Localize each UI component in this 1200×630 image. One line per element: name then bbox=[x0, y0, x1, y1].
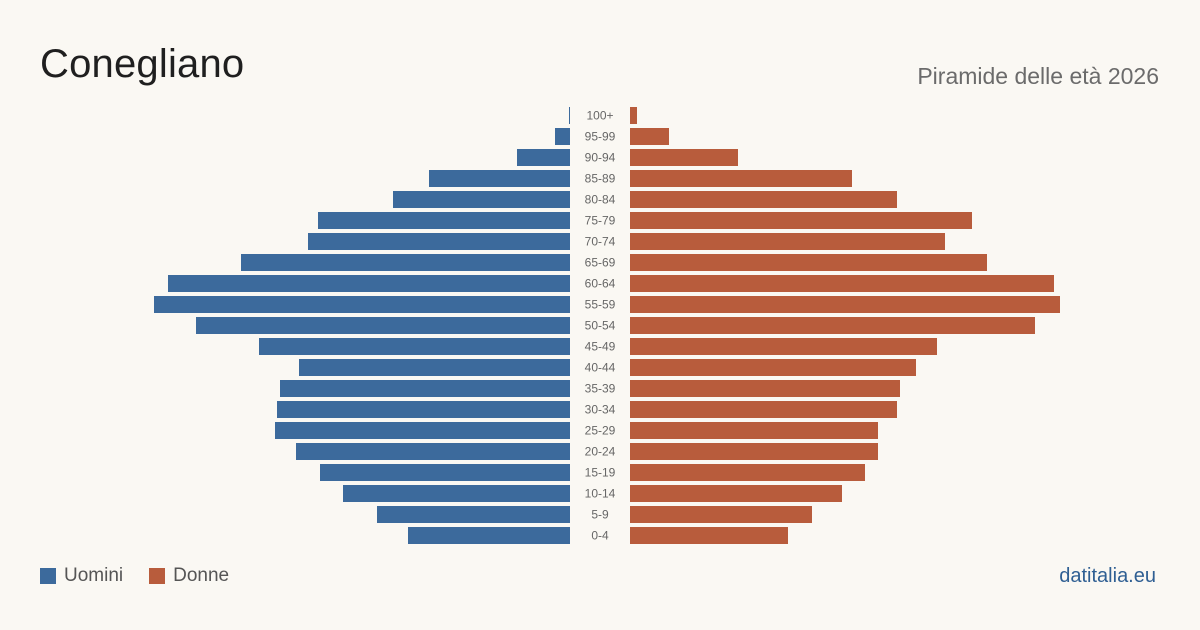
legend-swatch-women bbox=[149, 568, 166, 584]
bar-men-10-14 bbox=[343, 485, 570, 502]
page-title: Conegliano bbox=[40, 42, 245, 86]
bar-men-5-9 bbox=[377, 506, 570, 523]
chart-legend: Uomini Donne bbox=[40, 565, 255, 587]
age-label-85-89: 85-89 bbox=[585, 172, 616, 186]
age-label-25-29: 25-29 bbox=[585, 424, 616, 438]
bar-men-45-49 bbox=[259, 338, 570, 355]
bar-women-25-29 bbox=[630, 422, 878, 439]
age-label-55-59: 55-59 bbox=[585, 298, 616, 312]
age-label-100-plus: 100+ bbox=[586, 109, 613, 123]
age-label-5-9: 5-9 bbox=[591, 508, 609, 522]
age-label-15-19: 15-19 bbox=[585, 466, 616, 480]
age-label-30-34: 30-34 bbox=[585, 403, 616, 417]
legend-label-men: Uomini bbox=[64, 565, 124, 586]
bar-men-50-54 bbox=[196, 317, 570, 334]
bar-women-30-34 bbox=[630, 401, 897, 418]
bar-women-10-14 bbox=[630, 485, 842, 502]
bar-men-35-39 bbox=[280, 380, 570, 397]
bar-women-45-49 bbox=[630, 338, 937, 355]
age-label-20-24: 20-24 bbox=[585, 445, 616, 459]
bar-men-85-89 bbox=[429, 170, 570, 187]
legend-swatch-men bbox=[40, 568, 56, 584]
bar-women-95-99 bbox=[630, 128, 669, 145]
bar-men-75-79 bbox=[318, 212, 570, 229]
bar-men-20-24 bbox=[296, 443, 570, 460]
chart-subtitle: Piramide delle età 2026 bbox=[917, 63, 1159, 89]
bar-men-55-59 bbox=[154, 296, 570, 313]
bar-men-15-19 bbox=[320, 464, 570, 481]
age-label-40-44: 40-44 bbox=[585, 361, 616, 375]
bar-women-20-24 bbox=[630, 443, 878, 460]
legend-label-women: Donne bbox=[173, 565, 230, 586]
age-label-50-54: 50-54 bbox=[585, 319, 616, 333]
bar-men-100-plus bbox=[569, 107, 570, 124]
bar-women-60-64 bbox=[630, 275, 1054, 292]
bar-women-0-4 bbox=[630, 527, 788, 544]
bar-men-30-34 bbox=[277, 401, 570, 418]
bar-men-70-74 bbox=[308, 233, 570, 250]
age-label-10-14: 10-14 bbox=[585, 487, 616, 501]
age-label-65-69: 65-69 bbox=[585, 256, 616, 270]
legend-item-women: Donne bbox=[149, 565, 229, 587]
bar-men-25-29 bbox=[275, 422, 570, 439]
age-label-90-94: 90-94 bbox=[585, 151, 616, 165]
age-label-80-84: 80-84 bbox=[585, 193, 616, 207]
bar-women-100-plus bbox=[630, 107, 637, 124]
age-label-95-99: 95-99 bbox=[585, 130, 616, 144]
bar-men-90-94 bbox=[517, 149, 570, 166]
bar-women-75-79 bbox=[630, 212, 972, 229]
bar-women-70-74 bbox=[630, 233, 945, 250]
brand-link[interactable]: datitalia.eu bbox=[1059, 565, 1156, 587]
bar-men-60-64 bbox=[168, 275, 570, 292]
bar-men-95-99 bbox=[555, 128, 570, 145]
bar-women-80-84 bbox=[630, 191, 897, 208]
bar-men-40-44 bbox=[299, 359, 570, 376]
bar-women-85-89 bbox=[630, 170, 852, 187]
legend-item-men: Uomini bbox=[40, 565, 123, 587]
age-label-35-39: 35-39 bbox=[585, 382, 616, 396]
bar-men-80-84 bbox=[393, 191, 570, 208]
age-label-0-4: 0-4 bbox=[591, 529, 609, 543]
bar-women-90-94 bbox=[630, 149, 738, 166]
age-label-70-74: 70-74 bbox=[585, 235, 616, 249]
age-label-60-64: 60-64 bbox=[585, 277, 616, 291]
bar-women-50-54 bbox=[630, 317, 1035, 334]
bar-women-55-59 bbox=[630, 296, 1060, 313]
bar-women-15-19 bbox=[630, 464, 865, 481]
bar-women-35-39 bbox=[630, 380, 900, 397]
age-label-75-79: 75-79 bbox=[585, 214, 616, 228]
bar-women-40-44 bbox=[630, 359, 916, 376]
bar-women-5-9 bbox=[630, 506, 812, 523]
bar-men-65-69 bbox=[241, 254, 570, 271]
bar-men-0-4 bbox=[408, 527, 570, 544]
age-label-45-49: 45-49 bbox=[585, 340, 616, 354]
bar-women-65-69 bbox=[630, 254, 987, 271]
